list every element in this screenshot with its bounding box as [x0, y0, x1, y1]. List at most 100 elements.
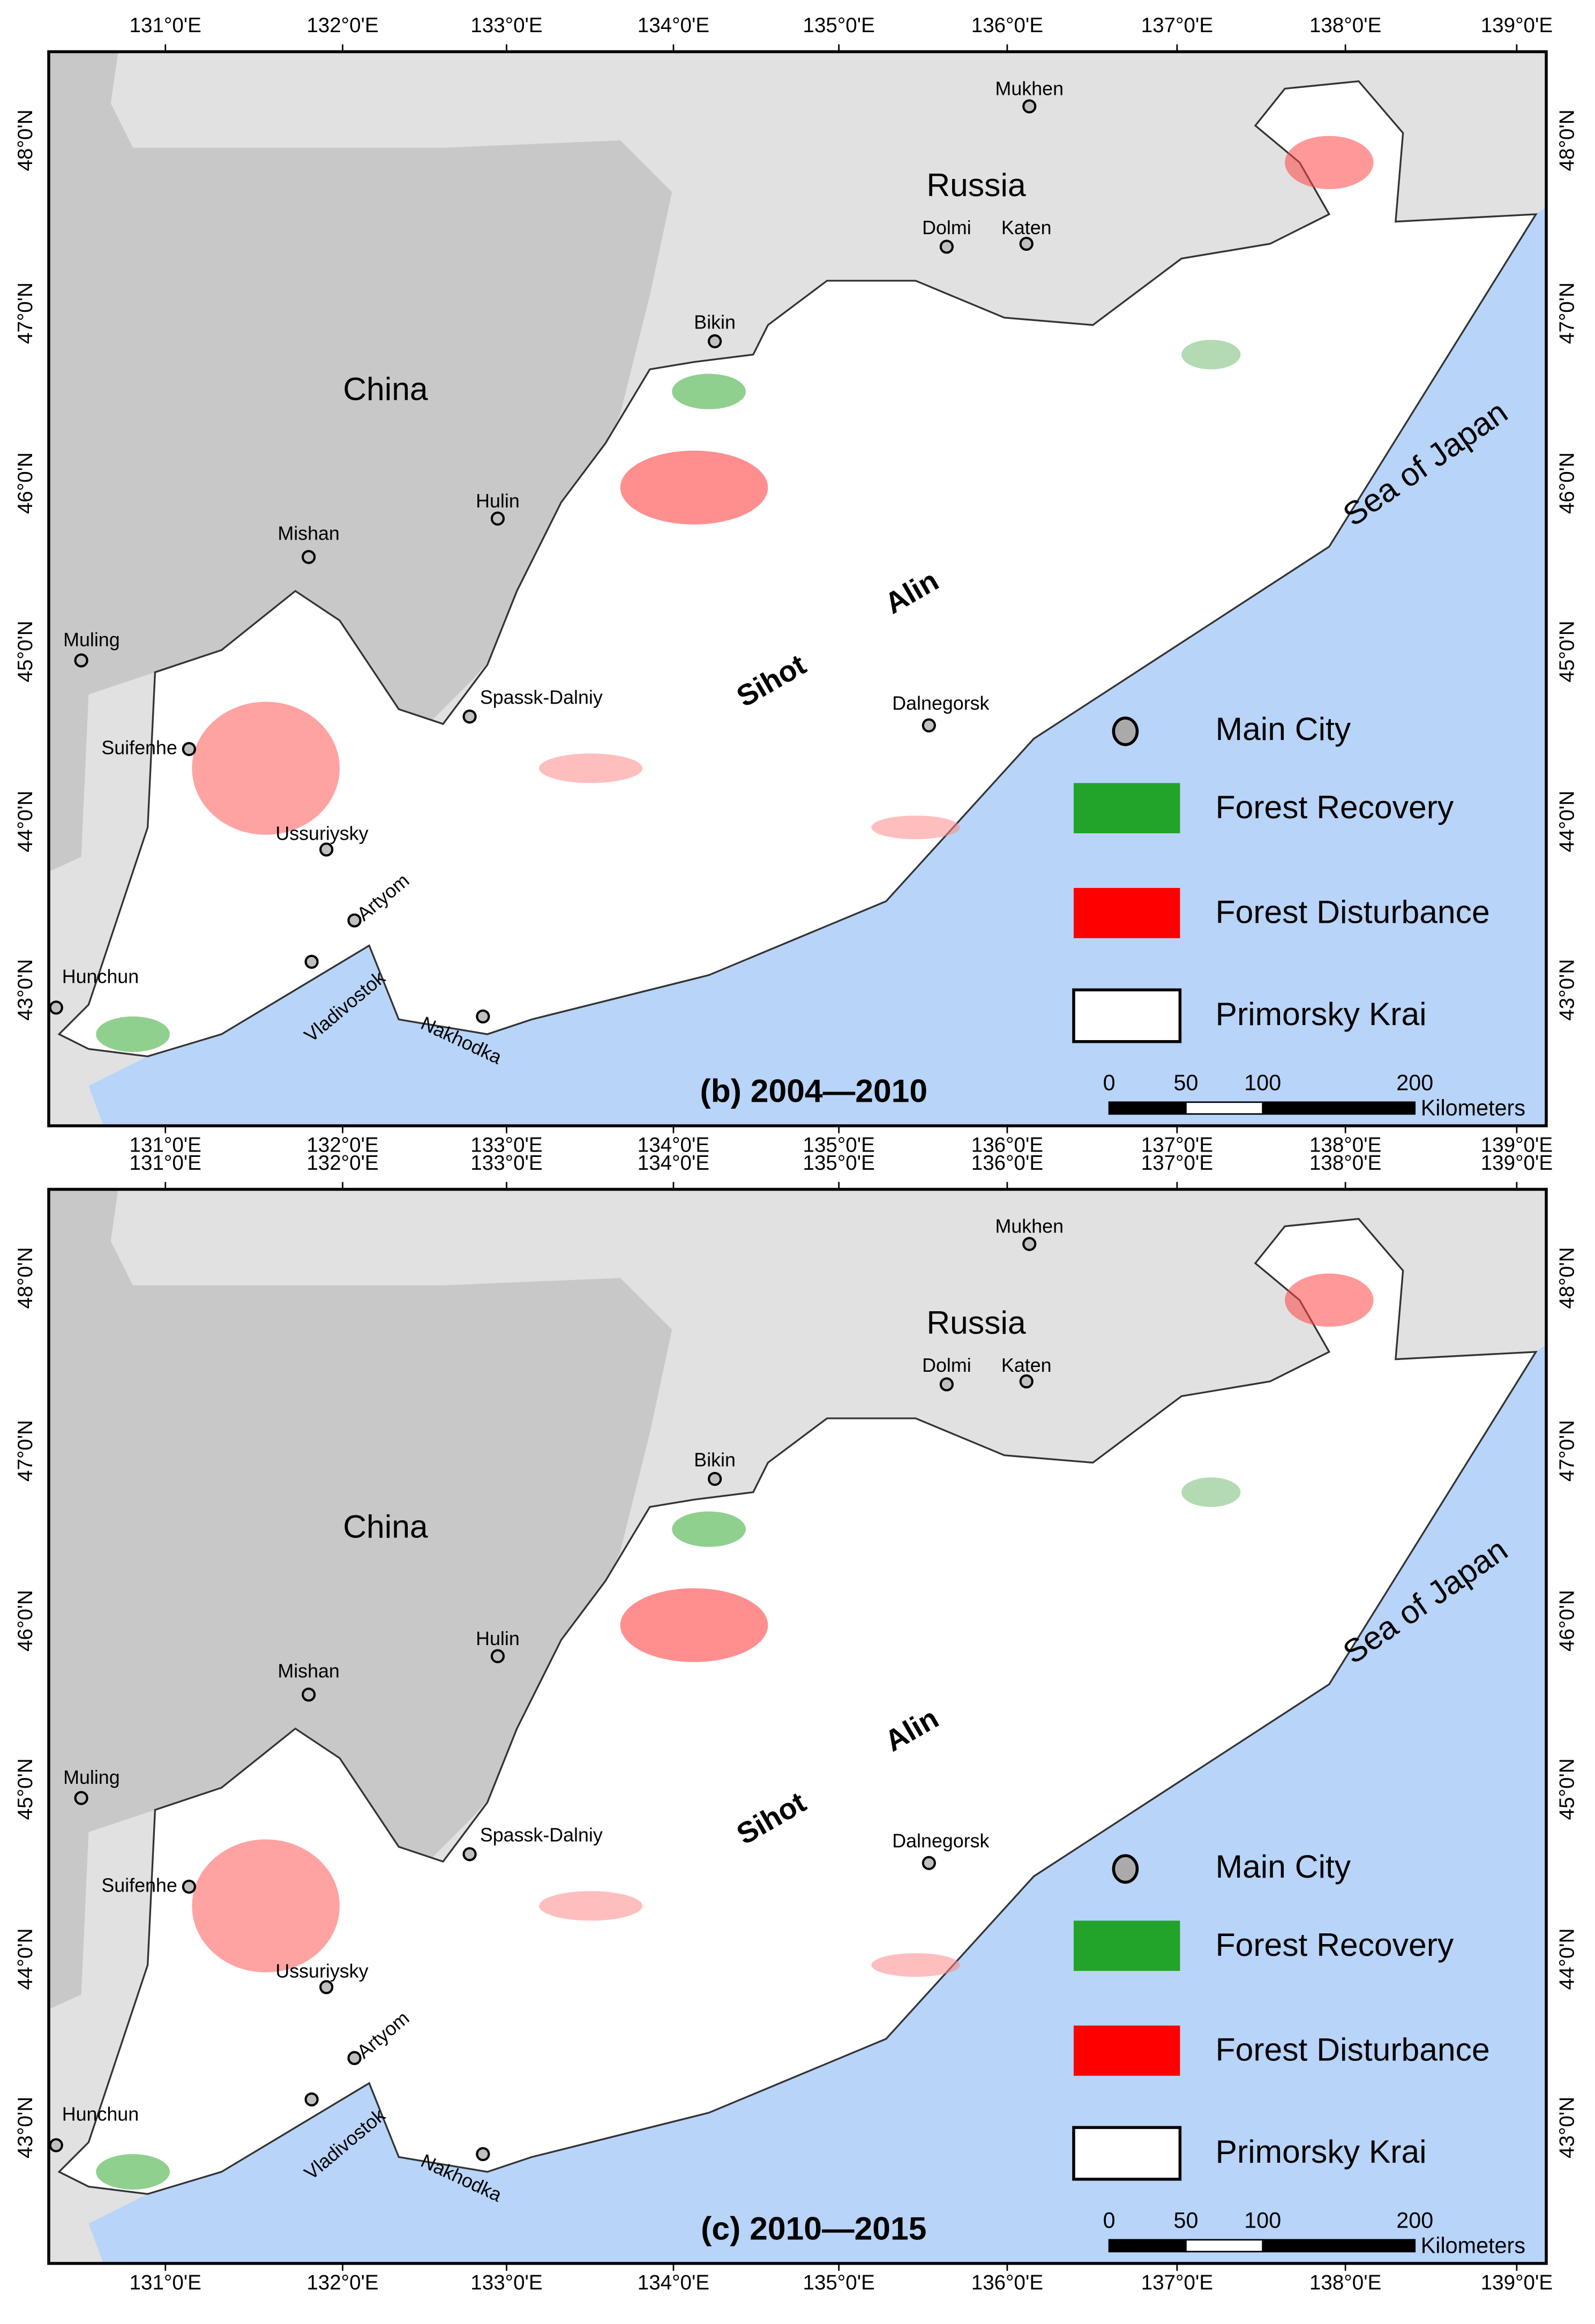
lon-tick-label: 134°0'E	[638, 1134, 709, 1157]
city-marker	[462, 709, 477, 724]
legend-city-symbol	[1112, 716, 1139, 746]
city-label: Mishan	[278, 523, 339, 544]
lat-tick-label: 45°0'N	[1556, 621, 1579, 682]
city-label: Bikin	[694, 1449, 736, 1470]
lon-tick-label: 131°0'E	[130, 14, 201, 37]
city-marker	[476, 2147, 490, 2162]
lon-tick-label: 132°0'E	[306, 1152, 378, 1175]
lat-tick-label: 48°0'N	[14, 1247, 37, 1309]
city-label: Spassk-Dalniy	[480, 687, 603, 708]
legend-label: Primorsky Krai	[1216, 2133, 1427, 2170]
map-frame	[47, 50, 1548, 1127]
lat-tick-label: 44°0'N	[14, 790, 37, 852]
lat-tick-label: 46°0'N	[1556, 452, 1579, 514]
legend-label: Forest Disturbance	[1216, 2031, 1490, 2068]
panel-label: (b) 2004—2010	[700, 1072, 928, 1109]
city-marker	[490, 511, 505, 526]
lat-tick-label: 44°0'N	[1556, 790, 1579, 852]
city-marker	[49, 1000, 63, 1015]
scale-bar-segment	[1185, 1101, 1264, 1115]
legend-label: Main City	[1216, 1848, 1351, 1885]
scale-bar-segment	[1262, 1101, 1416, 1115]
city-label: Hulin	[476, 490, 520, 512]
legend-swatch	[1073, 1921, 1180, 1971]
legend-swatch	[1073, 783, 1180, 834]
lon-tick-label: 138°0'E	[1309, 14, 1381, 37]
legend-label: Forest Recovery	[1216, 789, 1454, 825]
lon-tick-label: 137°0'E	[1141, 2271, 1213, 2295]
lat-tick-label: 44°0'N	[1556, 1928, 1579, 1990]
lat-tick-label: 47°0'N	[14, 1420, 37, 1482]
city-marker	[922, 1856, 936, 1870]
legend-swatch	[1072, 2126, 1182, 2181]
city-label: Mukhen	[995, 78, 1064, 100]
city-marker	[74, 1791, 88, 1805]
lon-tick-label: 139°0'E	[1481, 1152, 1553, 1175]
lon-tick-label: 137°0'E	[1141, 1134, 1213, 1157]
region-label: Russia	[926, 167, 1026, 203]
lon-tick-label: 136°0'E	[971, 2271, 1043, 2295]
lon-tick-label: 134°0'E	[638, 1152, 709, 1175]
scale-unit: Kilometers	[1421, 1096, 1525, 1120]
city-label: Muling	[63, 1767, 120, 1788]
city-label: Dolmi	[922, 217, 971, 238]
lat-tick-label: 45°0'N	[1556, 1758, 1579, 1820]
city-label: Katen	[1001, 217, 1052, 238]
lat-tick-label: 44°0'N	[14, 1928, 37, 1990]
city-marker	[922, 718, 936, 733]
city-label: Hunchun	[62, 966, 139, 988]
lon-tick-label: 135°0'E	[803, 14, 875, 37]
scale-tick-label: 100	[1244, 2208, 1281, 2233]
lat-tick-label: 47°0'N	[14, 282, 37, 344]
city-marker	[304, 954, 319, 969]
lon-tick-label: 132°0'E	[306, 2271, 378, 2295]
scale-bar-segment	[1108, 2239, 1187, 2253]
city-marker	[708, 1471, 722, 1486]
lat-tick-label: 43°0'N	[14, 959, 37, 1021]
city-label: Mukhen	[995, 1216, 1064, 1237]
legend-label: Main City	[1216, 711, 1351, 747]
lat-tick-label: 45°0'N	[14, 1758, 37, 1820]
city-label: Ussuriysky	[275, 1960, 368, 1982]
scale-tick-label: 50	[1173, 1071, 1198, 1095]
city-marker	[1019, 236, 1034, 251]
city-marker	[939, 240, 954, 254]
city-marker	[319, 842, 334, 857]
city-marker	[319, 1980, 334, 1994]
lon-tick-label: 139°0'E	[1481, 14, 1553, 37]
lon-tick-label: 131°0'E	[130, 1152, 201, 1175]
city-marker	[490, 1649, 505, 1663]
lon-tick-label: 133°0'E	[470, 1134, 542, 1157]
lat-tick-label: 46°0'N	[14, 452, 37, 514]
lon-tick-label: 131°0'E	[130, 2271, 201, 2295]
lat-tick-label: 48°0'N	[14, 109, 37, 171]
scale-tick-label: 200	[1396, 2208, 1433, 2233]
city-marker	[708, 334, 722, 348]
city-label: Hunchun	[62, 2104, 139, 2125]
map-panel: 131°0'E 131°0'E 132°0'E 132°0'E 133°0'E 133°0…	[14, 1152, 1579, 2295]
lon-tick-label: 133°0'E	[470, 2271, 542, 2295]
city-marker	[939, 1377, 954, 1392]
lon-tick-label: 137°0'E	[1141, 1152, 1213, 1175]
lon-tick-label: 137°0'E	[1141, 14, 1213, 37]
lon-tick-label: 136°0'E	[971, 1134, 1043, 1157]
map-base	[48, 1189, 1547, 2263]
lon-tick-label: 134°0'E	[638, 14, 709, 37]
city-marker	[302, 1687, 316, 1702]
lat-tick-label: 43°0'N	[14, 2097, 37, 2158]
map-base	[48, 51, 1547, 1126]
region-label: Russia	[926, 1304, 1026, 1341]
city-label: Dalnegorsk	[892, 693, 989, 714]
legend-swatch	[1073, 888, 1180, 938]
lat-tick-label: 46°0'N	[14, 1590, 37, 1652]
lat-tick-label: 43°0'N	[1556, 959, 1579, 1021]
city-marker	[1019, 1374, 1034, 1389]
city-label: Muling	[63, 629, 120, 651]
city-label: Suifenhe	[101, 1874, 177, 1896]
lat-tick-label: 43°0'N	[1556, 2097, 1579, 2158]
lon-tick-label: 139°0'E	[1481, 1134, 1553, 1157]
city-marker	[347, 2051, 362, 2065]
lat-tick-label: 46°0'N	[1556, 1590, 1579, 1652]
city-label: Spassk-Dalniy	[480, 1825, 603, 1846]
